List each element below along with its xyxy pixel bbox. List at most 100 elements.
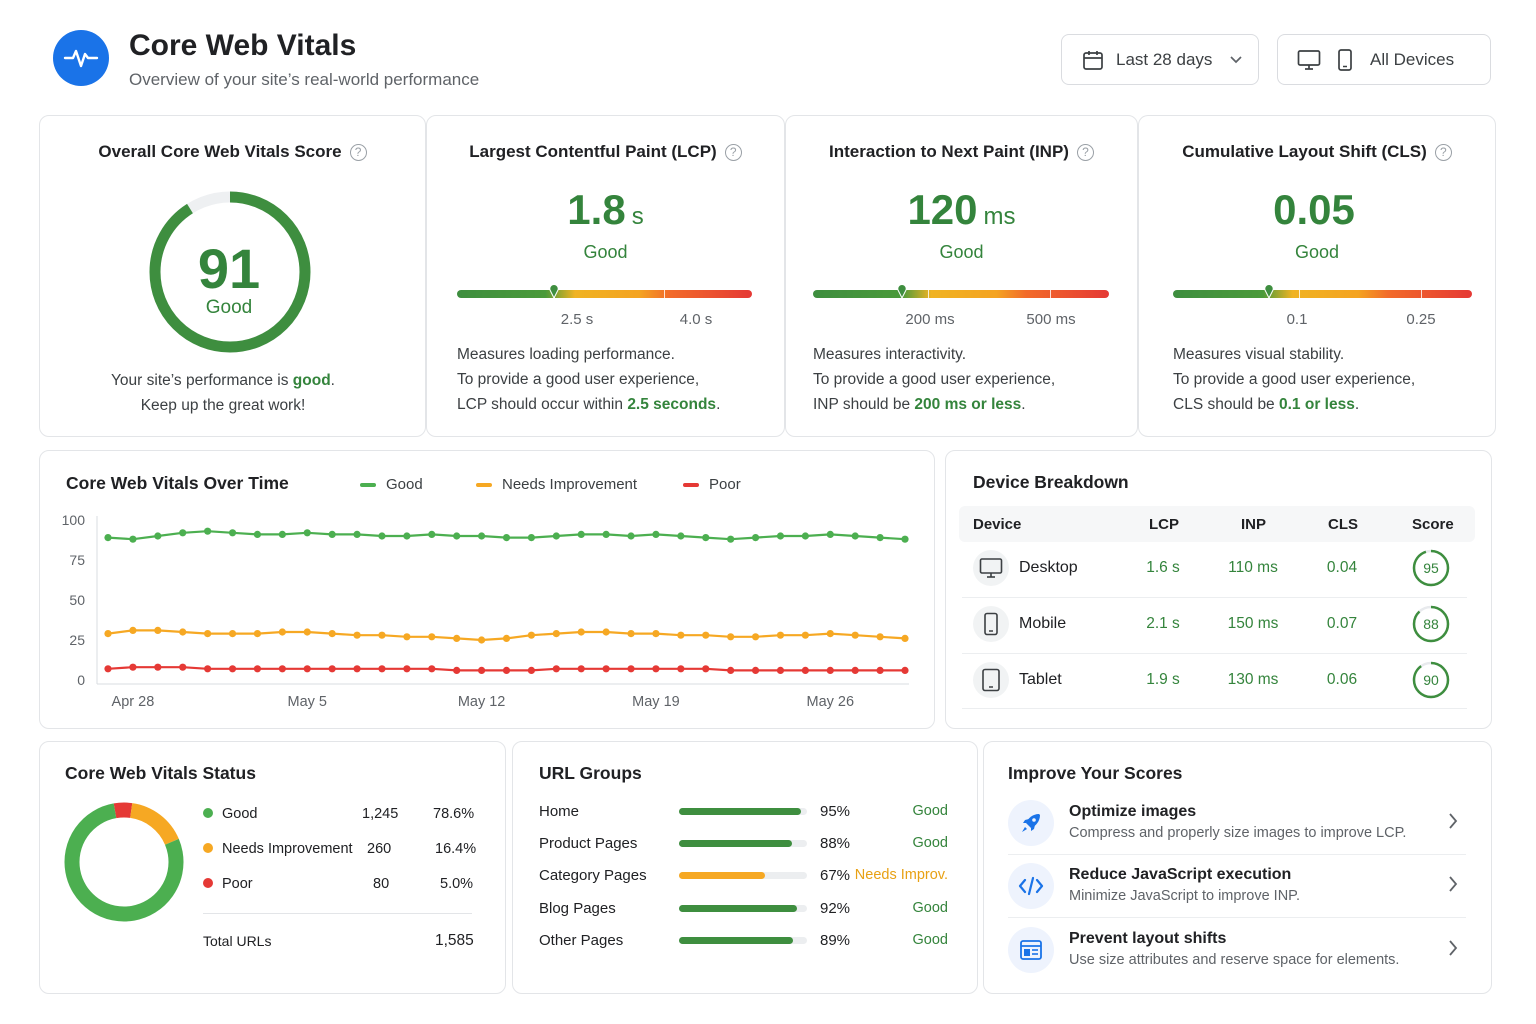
row-divider: [962, 708, 1467, 709]
inp-title: Interaction to Next Paint (INP)?: [786, 142, 1137, 162]
cls-rating: Good: [1294, 242, 1340, 262]
url-group-bar: [679, 872, 807, 879]
url-group-bar-fill: [679, 905, 797, 912]
chevron-down-icon: [1230, 55, 1243, 63]
device-breakdown-card: [945, 450, 1492, 729]
status-count-poor: 80: [373, 876, 390, 892]
inp-card: Interaction to Next Paint (INP)? 120 ms G…: [785, 115, 1138, 437]
tablet-lcp: 1.9 s: [1146, 671, 1180, 688]
help-icon[interactable]: ?: [1434, 144, 1452, 161]
help-icon[interactable]: ?: [1076, 144, 1094, 161]
chevron-right-icon: [1448, 872, 1458, 898]
total-urls-label: Total URLs: [203, 933, 272, 949]
cls-threshold-2: 0.25: [1406, 311, 1436, 328]
inp-rating: Good: [939, 242, 984, 262]
help-icon[interactable]: ?: [349, 144, 367, 161]
status-pct-needs-improvement: 16.4%: [435, 841, 477, 857]
status-pct-poor: 5.0%: [440, 876, 474, 892]
improve-card: [983, 741, 1492, 994]
code-icon: [1008, 863, 1054, 909]
url-groups-card: [512, 741, 978, 994]
overall-score-title: Overall Core Web Vitals Score?: [40, 142, 425, 162]
status-divider: [203, 913, 472, 914]
url-group-bar-fill: [679, 937, 793, 944]
inp-description: Measures interactivity. To provide a good…: [813, 346, 1056, 413]
cls-card: Cumulative Layout Shift (CLS)? 0.05 Good…: [1138, 115, 1496, 437]
chevron-right-icon: [1448, 936, 1458, 962]
status-label-poor: Poor: [203, 876, 253, 892]
lcp-marker-icon: [549, 284, 560, 298]
improve-divider: [1008, 854, 1466, 855]
inp-value: 120 ms: [907, 186, 1016, 233]
layout-icon: [1008, 927, 1054, 973]
mobile-score-ring: 88: [1412, 605, 1450, 643]
desktop-cls: 0.04: [1326, 559, 1358, 576]
url-group-name[interactable]: Product Pages: [539, 835, 638, 852]
url-group-percent: 95%: [820, 803, 851, 820]
overall-score-ring: [149, 191, 311, 353]
legend-good[interactable]: Good: [360, 476, 423, 493]
inp-scale-bar: [813, 284, 1109, 300]
tablet-score-ring: 90: [1412, 661, 1450, 699]
desktop-icon: [973, 550, 1009, 586]
desktop-icon: [1297, 49, 1321, 70]
improve-item-title: Optimize images: [1069, 803, 1197, 820]
improve-divider: [1008, 917, 1466, 918]
device-name-desktop: Desktop: [1019, 559, 1078, 576]
page-title: Core Web Vitals: [129, 29, 357, 62]
cls-value: 0.05: [1273, 186, 1355, 233]
cls-marker-icon: [1263, 284, 1274, 298]
device-score-value: 88: [1423, 616, 1439, 632]
cls-description: Measures visual stability. To provide a g…: [1173, 346, 1416, 413]
status-card: [39, 741, 506, 994]
lcp-scale-bar: [457, 284, 752, 300]
status-label-good: Good: [203, 806, 257, 822]
url-group-status: Good: [912, 900, 948, 916]
device-table-header: [959, 506, 1475, 542]
help-icon[interactable]: ?: [724, 144, 742, 161]
device-breakdown-title: Device Breakdown: [973, 472, 1129, 492]
desktop-score-ring: 95: [1412, 549, 1450, 587]
url-group-status: Good: [912, 932, 948, 948]
col-inp: INP: [1241, 516, 1267, 533]
url-group-status: Good: [912, 835, 948, 851]
url-group-name[interactable]: Category Pages: [539, 867, 647, 884]
page-subtitle: Overview of your site’s real-world perfo…: [129, 70, 480, 89]
rocket-icon: [1008, 800, 1054, 846]
device-score-value: 90: [1423, 672, 1439, 688]
lcp-threshold-2: 4.0 s: [679, 311, 713, 328]
tablet-icon: [973, 662, 1009, 698]
mobile-lcp: 2.1 s: [1146, 615, 1180, 632]
url-group-status: Needs Improv.: [854, 867, 948, 883]
calendar-icon: [1083, 50, 1103, 70]
url-group-name[interactable]: Blog Pages: [539, 900, 616, 917]
chevron-right-icon: [1448, 809, 1458, 835]
status-count-good: 1,245: [362, 806, 399, 822]
url-group-bar-fill: [679, 808, 801, 815]
device-filter-label: All Devices: [1370, 49, 1455, 69]
legend-poor[interactable]: Poor: [683, 476, 741, 493]
cls-threshold-1: 0.1: [1286, 311, 1308, 328]
status-count-needs-improvement: 260: [367, 841, 392, 857]
lcp-rating: Good: [583, 242, 628, 262]
mobile-inp: 150 ms: [1227, 615, 1279, 632]
date-range-label: Last 28 days: [1116, 49, 1213, 69]
improve-item-subtitle: Minimize JavaScript to improve INP.: [1069, 888, 1301, 904]
lcp-description: Measures loading performance. To provide …: [457, 346, 721, 413]
status-donut-chart: [64, 802, 184, 922]
donut-slice-good: [64, 802, 184, 922]
url-group-percent: 92%: [820, 900, 851, 917]
url-group-name[interactable]: Other Pages: [539, 932, 624, 949]
desktop-inp: 110 ms: [1228, 559, 1278, 576]
inp-threshold-2: 500 ms: [1026, 311, 1076, 328]
url-group-bar-fill: [679, 872, 765, 879]
url-group-name[interactable]: Home: [539, 803, 580, 820]
status-pct-good: 78.6%: [433, 806, 475, 822]
device-name-tablet: Tablet: [1019, 671, 1062, 688]
legend-needs-improvement[interactable]: Needs Improvement: [476, 476, 637, 493]
tablet-cls: 0.06: [1326, 671, 1358, 688]
improve-item-subtitle: Use size attributes and reserve space fo…: [1069, 952, 1400, 968]
date-range-select[interactable]: Last 28 days: [1061, 34, 1259, 85]
lcp-title: Largest Contentful Paint (LCP)?: [427, 142, 784, 162]
device-filter-select[interactable]: All Devices: [1277, 34, 1491, 85]
